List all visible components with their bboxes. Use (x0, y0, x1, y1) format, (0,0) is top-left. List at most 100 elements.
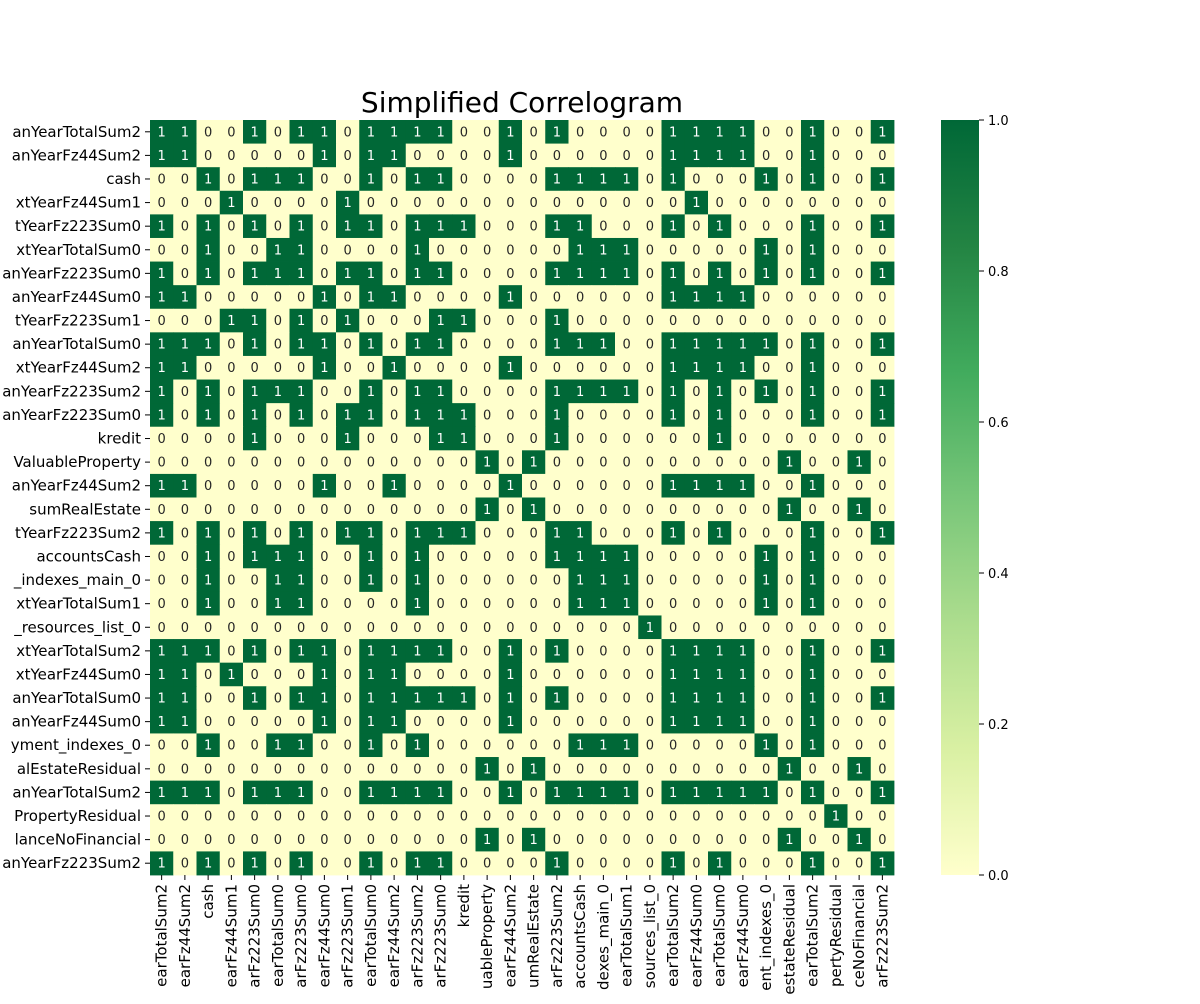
heatmap-cell (661, 143, 686, 168)
heatmap-cell (777, 379, 802, 404)
heatmap-cell (615, 473, 639, 498)
cell-annotation: 0 (646, 692, 654, 707)
cell-annotation: 0 (274, 125, 282, 140)
heatmap-cell (336, 355, 360, 380)
heatmap-cell (266, 804, 290, 829)
cell-annotation: 0 (204, 833, 212, 848)
heatmap-cell (638, 521, 662, 546)
heatmap-cell (382, 615, 407, 640)
cell-annotation: 0 (646, 267, 654, 282)
heatmap-cell (336, 709, 360, 734)
heatmap-cell (638, 308, 662, 333)
heatmap-cell (382, 568, 407, 593)
row-label: _resources_list_0 (13, 618, 141, 637)
cell-annotation: 0 (785, 550, 793, 565)
cell-annotation: 1 (274, 574, 282, 589)
heatmap-cell (289, 237, 314, 262)
heatmap-cell (615, 521, 639, 546)
heatmap-cell (661, 733, 686, 758)
cell-annotation: 1 (622, 267, 630, 282)
heatmap-cell (638, 686, 662, 711)
cell-annotation: 0 (529, 314, 537, 329)
heatmap-cell (731, 591, 755, 616)
cell-annotation: 0 (390, 810, 398, 825)
heatmap-cell (824, 332, 848, 357)
heatmap-cell (754, 804, 779, 829)
cell-annotation: 1 (483, 456, 491, 471)
heatmap-cell (266, 615, 290, 640)
cell-annotation: 1 (553, 172, 561, 187)
heatmap-cell (243, 214, 267, 239)
cell-annotation: 1 (274, 267, 282, 282)
cell-annotation: 0 (413, 621, 421, 636)
cell-annotation: 1 (250, 385, 258, 400)
heatmap-cell (777, 757, 802, 782)
cell-annotation: 0 (483, 786, 491, 801)
heatmap-cell (545, 544, 569, 569)
heatmap-cell (266, 403, 290, 428)
cell-annotation: 0 (739, 833, 747, 848)
cell-annotation: 0 (297, 290, 305, 305)
heatmap-cell (312, 804, 337, 829)
cell-annotation: 0 (204, 479, 212, 494)
cell-annotation: 0 (483, 361, 491, 376)
cell-annotation: 1 (669, 125, 677, 140)
heatmap-cell (312, 190, 337, 215)
cell-annotation: 1 (622, 574, 630, 589)
heatmap-cell (591, 332, 616, 357)
cell-annotation: 0 (390, 857, 398, 872)
heatmap-cell (429, 473, 453, 498)
cell-annotation: 1 (436, 172, 444, 187)
heatmap-cell (289, 332, 314, 357)
cell-annotation: 0 (529, 550, 537, 565)
cell-annotation: 0 (343, 644, 351, 659)
cell-annotation: 1 (599, 338, 607, 353)
cell-annotation: 0 (483, 668, 491, 683)
heatmap-cell (452, 851, 476, 876)
heatmap-cell (684, 827, 709, 852)
heatmap-cell (289, 120, 314, 144)
cell-annotation: 1 (460, 220, 468, 235)
heatmap-cell (243, 426, 267, 451)
heatmap-cell (708, 639, 732, 664)
heatmap-cell (568, 237, 593, 262)
cell-annotation: 1 (390, 479, 398, 494)
cell-annotation: 0 (390, 267, 398, 282)
heatmap-cell (661, 379, 686, 404)
heatmap-cell (870, 308, 895, 333)
cell-annotation: 1 (367, 149, 375, 164)
cell-annotation: 0 (646, 408, 654, 423)
heatmap-cell (475, 120, 500, 144)
cell-annotation: 1 (506, 715, 514, 730)
cell-annotation: 1 (553, 526, 561, 541)
cell-annotation: 1 (808, 692, 816, 707)
heatmap-cell (731, 285, 755, 310)
cell-annotation: 0 (157, 621, 165, 636)
row-label: anYearFz44Sum2 (12, 477, 141, 495)
cell-annotation: 1 (808, 715, 816, 730)
cell-annotation: 1 (250, 408, 258, 423)
heatmap-cell (289, 450, 314, 475)
heatmap-cell (591, 639, 616, 664)
cell-annotation: 0 (157, 550, 165, 565)
cell-annotation: 0 (460, 833, 468, 848)
heatmap-cell (591, 615, 616, 640)
heatmap-cell (382, 237, 407, 262)
cell-annotation: 0 (436, 503, 444, 518)
heatmap-cell (638, 332, 662, 357)
cell-annotation: 0 (808, 621, 816, 636)
cell-annotation: 1 (739, 692, 747, 707)
cell-annotation: 0 (599, 833, 607, 848)
cell-annotation: 1 (297, 220, 305, 235)
cell-annotation: 0 (762, 408, 770, 423)
heatmap-cell (243, 473, 267, 498)
heatmap-cell (429, 497, 453, 522)
cell-annotation: 0 (855, 739, 863, 754)
colorbar-tick-label: 0.0 (988, 869, 1009, 884)
cell-annotation: 0 (460, 290, 468, 305)
cell-annotation: 0 (785, 385, 793, 400)
heatmap-cell (661, 851, 686, 876)
heatmap-cell (336, 733, 360, 758)
heatmap-cell (708, 757, 732, 782)
cell-annotation: 0 (855, 408, 863, 423)
